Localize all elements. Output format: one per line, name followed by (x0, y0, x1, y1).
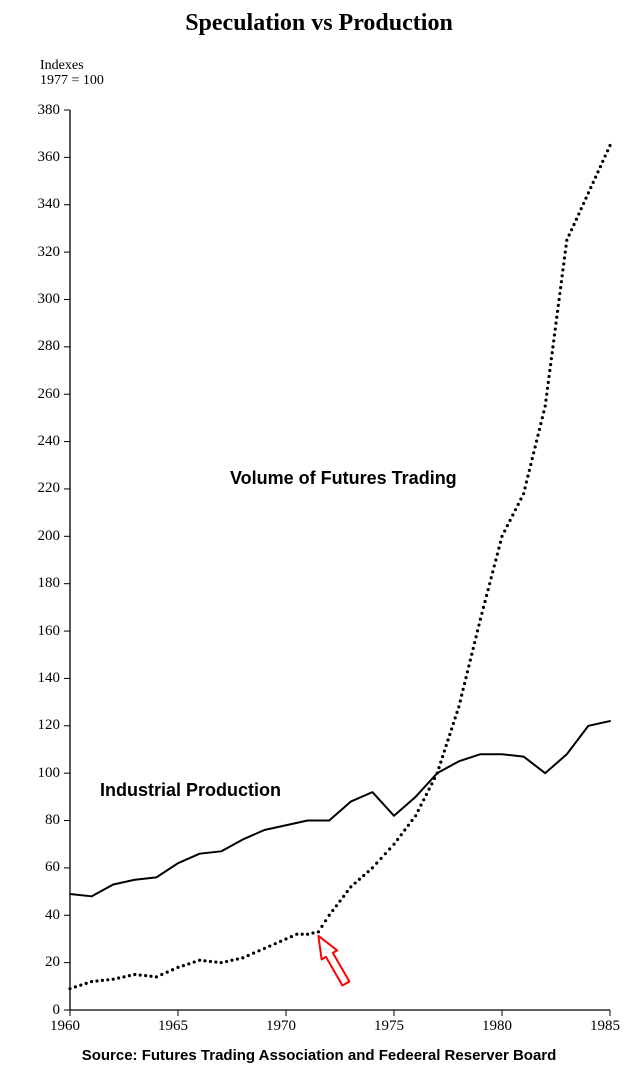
y-tick-label: 360 (38, 149, 61, 166)
y-tick-label: 320 (38, 244, 61, 261)
x-tick-label: 1960 (50, 1018, 80, 1035)
y-tick-label: 180 (38, 575, 61, 592)
y-tick-label: 160 (38, 623, 61, 640)
y-tick-label: 60 (45, 859, 60, 876)
x-tick-label: 1985 (590, 1018, 620, 1035)
y-tick-label: 200 (38, 528, 61, 545)
y-tick-label: 380 (38, 102, 61, 119)
y-tick-label: 80 (45, 812, 60, 829)
x-tick-label: 1970 (266, 1018, 296, 1035)
y-tick-label: 220 (38, 480, 61, 497)
y-tick-label: 280 (38, 338, 61, 355)
y-tick-label: 40 (45, 907, 60, 924)
chart-canvas (0, 0, 638, 1070)
chart-page: { "chart": { "type": "line", "title": "S… (0, 0, 638, 1070)
y-tick-label: 20 (45, 954, 60, 971)
y-tick-label: 340 (38, 196, 61, 213)
x-tick-label: 1980 (482, 1018, 512, 1035)
y-tick-label: 300 (38, 291, 61, 308)
y-tick-label: 240 (38, 433, 61, 450)
source-text: Source: Futures Trading Association and … (0, 1047, 638, 1064)
y-tick-label: 100 (38, 765, 61, 782)
y-tick-label: 260 (38, 386, 61, 403)
y-tick-label: 140 (38, 670, 61, 687)
x-tick-label: 1965 (158, 1018, 188, 1035)
series-label: Industrial Production (100, 780, 281, 801)
x-tick-label: 1975 (374, 1018, 404, 1035)
series-label: Volume of Futures Trading (230, 468, 457, 489)
y-tick-label: 120 (38, 717, 61, 734)
y-tick-label: 0 (53, 1002, 61, 1019)
